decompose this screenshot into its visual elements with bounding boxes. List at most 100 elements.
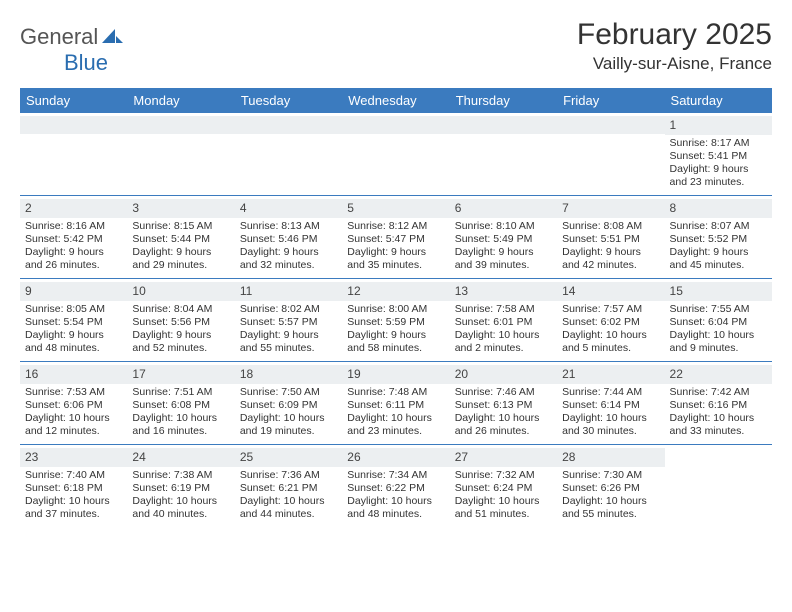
day-number: 9 <box>20 282 127 301</box>
day-number: 19 <box>342 365 449 384</box>
day-daylight: Daylight: 10 hours and 51 minutes. <box>455 495 552 521</box>
day-number: 4 <box>235 199 342 218</box>
empty-day-band <box>20 116 127 134</box>
day-number: 10 <box>127 282 234 301</box>
day-number: 3 <box>127 199 234 218</box>
day-sunset: Sunset: 5:49 PM <box>455 233 552 246</box>
day-sunrise: Sunrise: 8:16 AM <box>25 220 122 233</box>
calendar-day-cell: 13Sunrise: 7:58 AMSunset: 6:01 PMDayligh… <box>450 279 557 361</box>
logo-text-blue: Blue <box>64 50 108 75</box>
day-daylight: Daylight: 9 hours and 45 minutes. <box>670 246 767 272</box>
day-daylight: Daylight: 10 hours and 23 minutes. <box>347 412 444 438</box>
day-sunset: Sunset: 5:51 PM <box>562 233 659 246</box>
day-sunrise: Sunrise: 7:38 AM <box>132 469 229 482</box>
day-sunrise: Sunrise: 8:07 AM <box>670 220 767 233</box>
day-daylight: Daylight: 10 hours and 16 minutes. <box>132 412 229 438</box>
day-sunrise: Sunrise: 8:10 AM <box>455 220 552 233</box>
day-number: 11 <box>235 282 342 301</box>
day-daylight: Daylight: 10 hours and 30 minutes. <box>562 412 659 438</box>
day-daylight: Daylight: 10 hours and 12 minutes. <box>25 412 122 438</box>
day-daylight: Daylight: 10 hours and 48 minutes. <box>347 495 444 521</box>
day-sunrise: Sunrise: 7:40 AM <box>25 469 122 482</box>
day-number: 12 <box>342 282 449 301</box>
day-number: 13 <box>450 282 557 301</box>
day-sunrise: Sunrise: 7:50 AM <box>240 386 337 399</box>
day-sunset: Sunset: 5:41 PM <box>670 150 767 163</box>
calendar-empty-cell <box>450 113 557 195</box>
day-number: 25 <box>235 448 342 467</box>
calendar-day-cell: 15Sunrise: 7:55 AMSunset: 6:04 PMDayligh… <box>665 279 772 361</box>
calendar-empty-cell <box>20 113 127 195</box>
day-number: 18 <box>235 365 342 384</box>
day-number: 24 <box>127 448 234 467</box>
day-sunrise: Sunrise: 7:36 AM <box>240 469 337 482</box>
day-number: 28 <box>557 448 664 467</box>
day-sunset: Sunset: 6:06 PM <box>25 399 122 412</box>
calendar-day-cell: 4 Sunrise: 8:13 AMSunset: 5:46 PMDaylight… <box>235 196 342 278</box>
title-block: February 2025 Vailly-sur-Aisne, France <box>577 18 772 74</box>
empty-day-band <box>127 116 234 134</box>
day-sunrise: Sunrise: 7:57 AM <box>562 303 659 316</box>
day-number: 14 <box>557 282 664 301</box>
day-number: 23 <box>20 448 127 467</box>
day-daylight: Daylight: 10 hours and 2 minutes. <box>455 329 552 355</box>
day-sunset: Sunset: 5:52 PM <box>670 233 767 246</box>
day-sunrise: Sunrise: 7:55 AM <box>670 303 767 316</box>
day-sunset: Sunset: 5:46 PM <box>240 233 337 246</box>
empty-day-band <box>557 116 664 134</box>
calendar-day-cell: 12Sunrise: 8:00 AMSunset: 5:59 PMDayligh… <box>342 279 449 361</box>
day-sunset: Sunset: 6:21 PM <box>240 482 337 495</box>
header: GeneralBlue February 2025 Vailly-sur-Ais… <box>20 18 772 76</box>
day-daylight: Daylight: 9 hours and 32 minutes. <box>240 246 337 272</box>
calendar-day-cell: 11Sunrise: 8:02 AMSunset: 5:57 PMDayligh… <box>235 279 342 361</box>
calendar-day-cell: 3Sunrise: 8:15 AMSunset: 5:44 PMDaylight… <box>127 196 234 278</box>
day-sunrise: Sunrise: 7:51 AM <box>132 386 229 399</box>
calendar-day-cell: 20Sunrise: 7:46 AMSunset: 6:13 PMDayligh… <box>450 362 557 444</box>
day-sunset: Sunset: 5:54 PM <box>25 316 122 329</box>
calendar-day-cell: 7Sunrise: 8:08 AMSunset: 5:51 PMDaylight… <box>557 196 664 278</box>
day-daylight: Daylight: 10 hours and 40 minutes. <box>132 495 229 521</box>
day-number: 2 <box>20 199 127 218</box>
calendar-week-row: 1Sunrise: 8:17 AMSunset: 5:41 PMDaylight… <box>20 113 772 195</box>
day-sunset: Sunset: 6:01 PM <box>455 316 552 329</box>
day-sunset: Sunset: 6:11 PM <box>347 399 444 412</box>
day-daylight: Daylight: 9 hours and 42 minutes. <box>562 246 659 272</box>
logo-sail-icon <box>102 27 124 50</box>
day-sunrise: Sunrise: 7:44 AM <box>562 386 659 399</box>
calendar-week-row: 9Sunrise: 8:05 AMSunset: 5:54 PMDaylight… <box>20 278 772 361</box>
day-sunset: Sunset: 6:16 PM <box>670 399 767 412</box>
day-sunrise: Sunrise: 7:32 AM <box>455 469 552 482</box>
day-sunrise: Sunrise: 8:13 AM <box>240 220 337 233</box>
weekday-header-row: SundayMondayTuesdayWednesdayThursdayFrid… <box>20 88 772 113</box>
calendar-empty-cell <box>235 113 342 195</box>
day-sunrise: Sunrise: 7:34 AM <box>347 469 444 482</box>
calendar-day-cell: 18 Sunrise: 7:50 AMSunset: 6:09 PMDayligh… <box>235 362 342 444</box>
day-daylight: Daylight: 9 hours and 58 minutes. <box>347 329 444 355</box>
empty-day-band <box>450 116 557 134</box>
day-sunset: Sunset: 6:24 PM <box>455 482 552 495</box>
weekday-header-cell: Tuesday <box>235 88 342 113</box>
calendar-day-cell: 28Sunrise: 7:30 AMSunset: 6:26 PMDayligh… <box>557 445 664 527</box>
calendar-empty-cell <box>127 113 234 195</box>
day-sunrise: Sunrise: 8:12 AM <box>347 220 444 233</box>
empty-day-band <box>235 116 342 134</box>
day-sunset: Sunset: 5:47 PM <box>347 233 444 246</box>
day-sunset: Sunset: 6:18 PM <box>25 482 122 495</box>
day-daylight: Daylight: 10 hours and 55 minutes. <box>562 495 659 521</box>
day-sunrise: Sunrise: 7:53 AM <box>25 386 122 399</box>
day-sunset: Sunset: 6:09 PM <box>240 399 337 412</box>
day-sunrise: Sunrise: 8:05 AM <box>25 303 122 316</box>
calendar-day-cell: 6Sunrise: 8:10 AMSunset: 5:49 PMDaylight… <box>450 196 557 278</box>
day-sunrise: Sunrise: 8:08 AM <box>562 220 659 233</box>
day-daylight: Daylight: 10 hours and 19 minutes. <box>240 412 337 438</box>
day-sunset: Sunset: 6:13 PM <box>455 399 552 412</box>
calendar-day-cell: 2Sunrise: 8:16 AMSunset: 5:42 PMDaylight… <box>20 196 127 278</box>
weekday-header-cell: Friday <box>557 88 664 113</box>
day-sunset: Sunset: 6:04 PM <box>670 316 767 329</box>
day-number: 22 <box>665 365 772 384</box>
calendar-day-cell: 17Sunrise: 7:51 AMSunset: 6:08 PMDayligh… <box>127 362 234 444</box>
day-daylight: Daylight: 9 hours and 48 minutes. <box>25 329 122 355</box>
weekday-header-cell: Sunday <box>20 88 127 113</box>
calendar-day-cell: 27Sunrise: 7:32 AMSunset: 6:24 PMDayligh… <box>450 445 557 527</box>
day-sunrise: Sunrise: 7:42 AM <box>670 386 767 399</box>
